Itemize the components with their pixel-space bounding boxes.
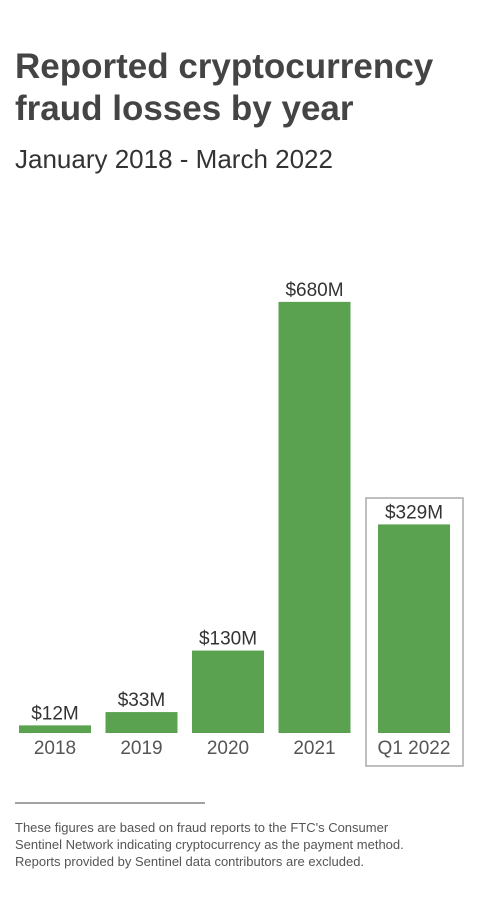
x-tick-label: 2020 [207,738,249,759]
footnote: Sentinel Network indicating cryptocurren… [15,837,404,852]
x-tick-label: Q1 2022 [378,738,451,759]
footnote: These figures are based on fraud reports… [15,820,389,835]
bar [19,725,91,733]
chart-title: Reported cryptocurrency [15,47,434,86]
chart-subtitle: January 2018 - March 2022 [15,144,333,174]
highlight-box [365,497,464,767]
footnote: Reports provided by Sentinel data contri… [15,854,364,869]
value-label: $329M [385,502,443,523]
x-tick-label: 2019 [120,738,162,759]
bar [378,524,450,733]
bar [278,301,351,733]
x-tick-label: 2021 [293,738,335,759]
x-tick-label: 2018 [34,738,76,759]
chart-title: fraud losses by year [15,89,354,128]
value-label: $130M [199,629,257,650]
bar [192,650,264,733]
bar [105,712,178,733]
value-label: $33M [118,690,166,711]
value-label: $12M [31,703,79,724]
value-label: $680M [285,280,343,301]
